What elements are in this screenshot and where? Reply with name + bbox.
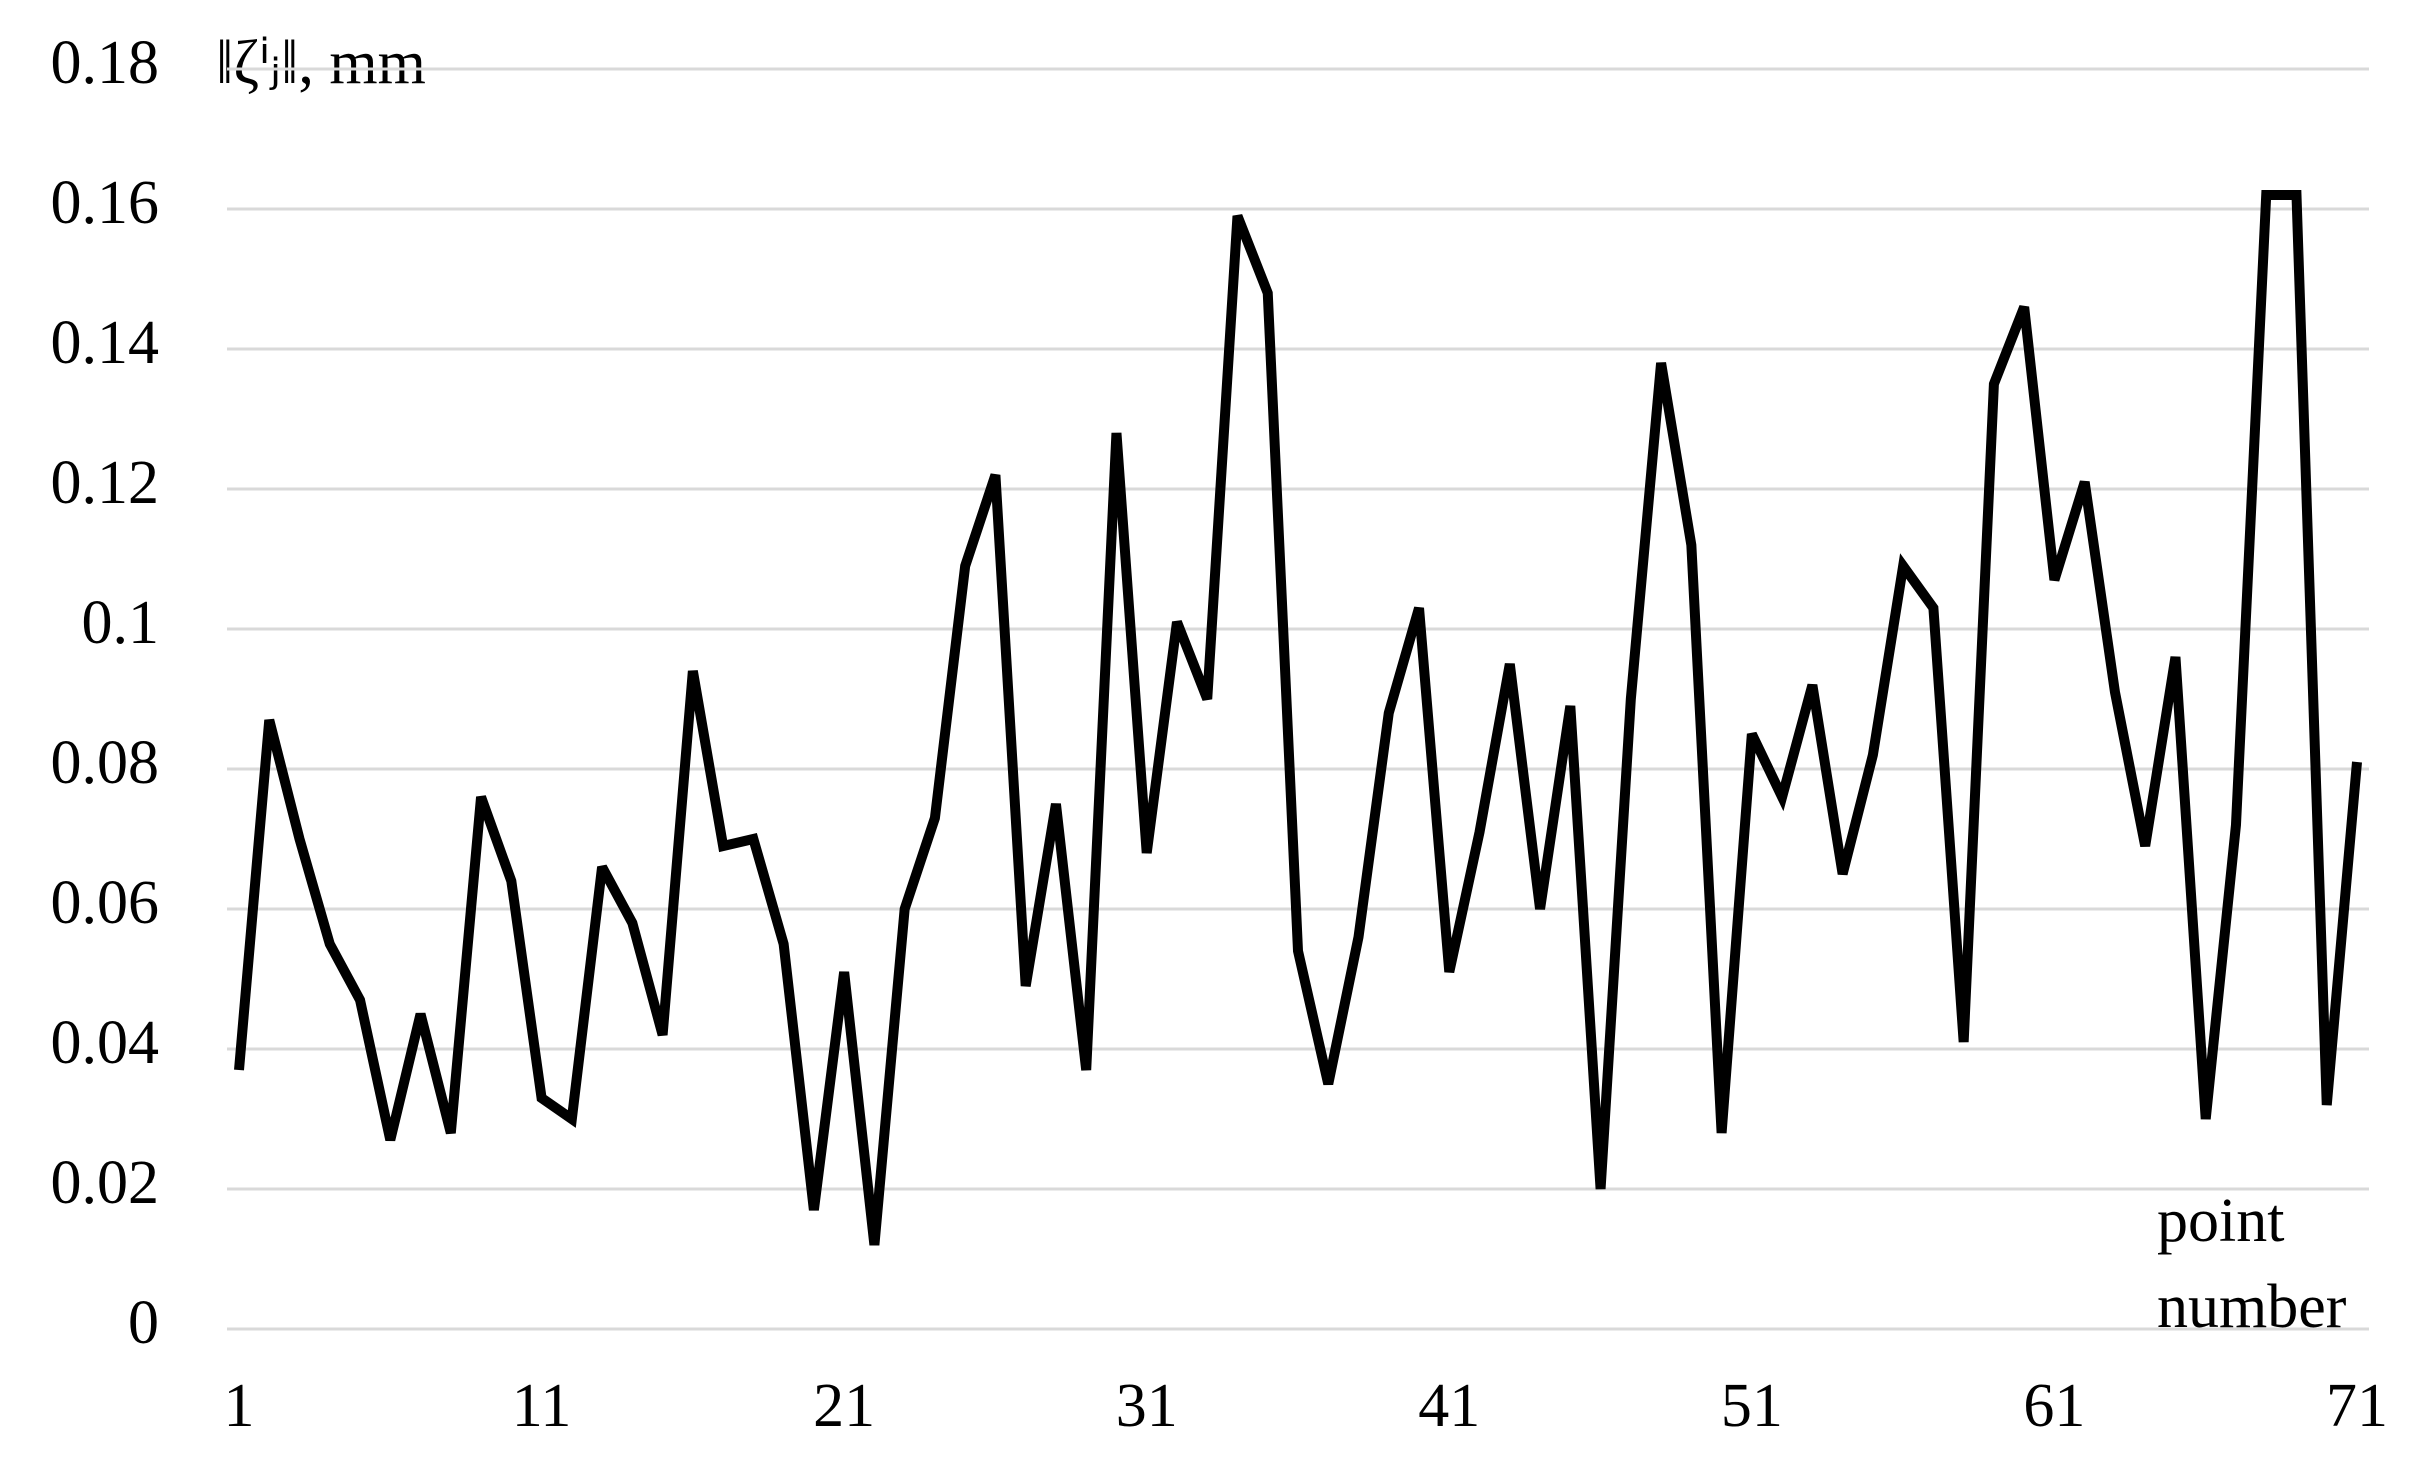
- y-tick-label: 0.04: [51, 1009, 160, 1077]
- y-tick-label: 0.14: [51, 309, 160, 377]
- y-tick-label: 0.08: [51, 729, 160, 797]
- x-tick-label: 61: [2023, 1372, 2085, 1440]
- y-tick-label: 0.18: [51, 29, 160, 97]
- x-tick-label: 31: [1116, 1372, 1178, 1440]
- y-axis-label: ‖ζⁱⱼ‖, mm: [216, 29, 426, 97]
- x-tick-label: 21: [813, 1372, 875, 1440]
- y-tick-label: 0: [128, 1289, 159, 1357]
- y-tick-label: 0.06: [51, 869, 160, 937]
- x-tick-label: 51: [1721, 1372, 1783, 1440]
- x-tick-label: 71: [2326, 1372, 2388, 1440]
- x-tick-label: 1: [224, 1372, 255, 1440]
- y-tick-label: 0.02: [51, 1149, 160, 1217]
- y-tick-label: 0.1: [82, 589, 160, 657]
- data-line: [234, 190, 2362, 1246]
- x-axis-label: point number: [2157, 1187, 2347, 1341]
- y-tick-label: 0.16: [51, 169, 160, 237]
- x-tick-label: 41: [1418, 1372, 1480, 1440]
- x-tick-label: 11: [512, 1372, 572, 1440]
- y-tick-label: 0.12: [51, 449, 160, 517]
